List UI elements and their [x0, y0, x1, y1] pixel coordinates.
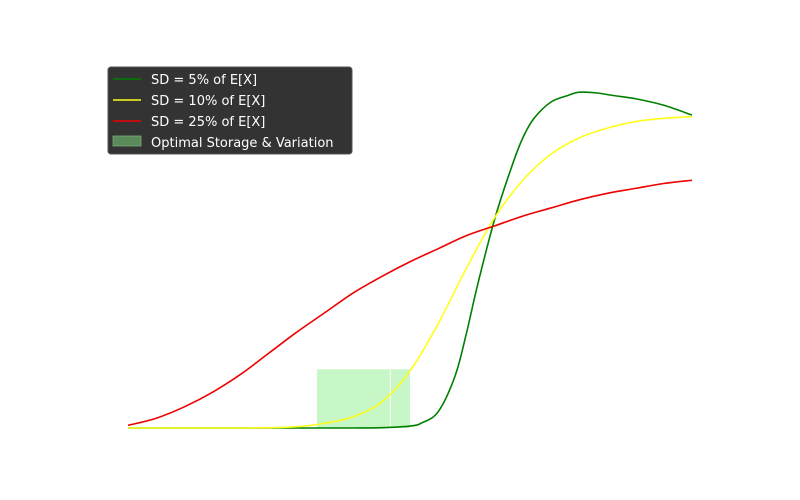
- legend-swatch-shaded-region: [112, 135, 142, 147]
- legend: SD = 5% of E[X] SD = 10% of E[X] SD = 25…: [107, 66, 353, 155]
- series-line-0: [128, 91, 693, 429]
- series-line-1: [128, 115, 693, 429]
- legend-label-series-1: SD = 10% of E[X]: [151, 94, 265, 109]
- legend-label-series-0: SD = 5% of E[X]: [151, 73, 257, 88]
- plot-area: [127, 91, 693, 429]
- legend-box: [107, 66, 353, 155]
- legend-label-series-2: SD = 25% of E[X]: [151, 115, 265, 130]
- shaded-region: [316, 369, 410, 428]
- series-line-2: [127, 179, 693, 427]
- legend-label-shaded-region: Optimal Storage & Variation: [151, 136, 334, 151]
